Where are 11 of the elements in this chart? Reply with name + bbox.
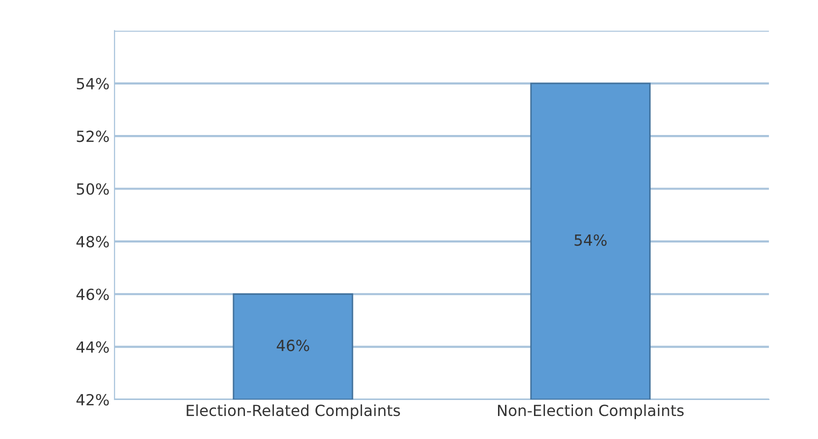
y-tick-label: 48% [76,236,109,248]
data-label: 54% [574,234,607,246]
x-tick-label: Non-Election Complaints [498,404,684,420]
y-tick-label: 44% [76,341,109,353]
y-tick-label: 42% [76,394,109,406]
y-tick-label: 50% [76,183,109,195]
y-tick-label: 52% [76,130,109,142]
y-tick-label: 46% [76,288,109,300]
data-label: 46% [276,340,310,352]
x-tick-label: Election-Related Complaints [186,404,400,420]
y-tick-label: 54% [76,78,109,90]
